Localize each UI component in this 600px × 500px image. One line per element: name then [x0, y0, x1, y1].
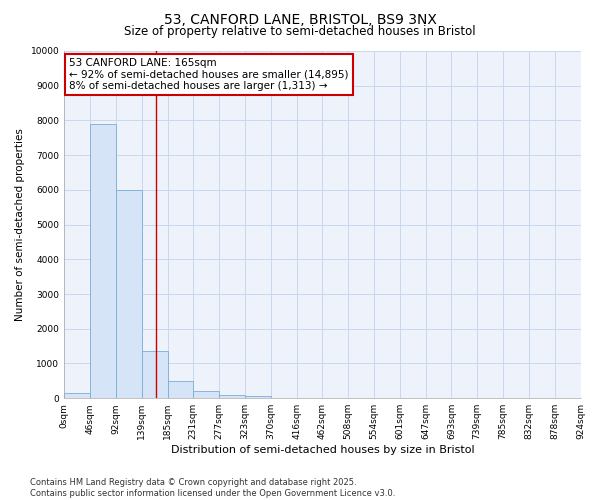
Y-axis label: Number of semi-detached properties: Number of semi-detached properties [15, 128, 25, 321]
Bar [167, 381, 193, 398]
Text: Contains HM Land Registry data © Crown copyright and database right 2025.
Contai: Contains HM Land Registry data © Crown c… [30, 478, 395, 498]
Bar [193, 392, 219, 398]
Bar [116, 190, 142, 398]
Text: 53, CANFORD LANE, BRISTOL, BS9 3NX: 53, CANFORD LANE, BRISTOL, BS9 3NX [164, 12, 436, 26]
X-axis label: Distribution of semi-detached houses by size in Bristol: Distribution of semi-detached houses by … [170, 445, 474, 455]
Bar [90, 124, 116, 398]
Text: Size of property relative to semi-detached houses in Bristol: Size of property relative to semi-detach… [124, 25, 476, 38]
Bar [64, 393, 90, 398]
Bar [219, 394, 245, 398]
Bar [142, 352, 167, 398]
Bar [245, 396, 271, 398]
Text: 53 CANFORD LANE: 165sqm
← 92% of semi-detached houses are smaller (14,895)
8% of: 53 CANFORD LANE: 165sqm ← 92% of semi-de… [70, 58, 349, 91]
